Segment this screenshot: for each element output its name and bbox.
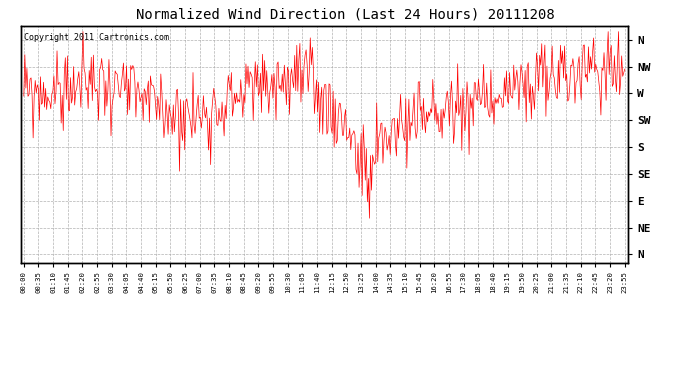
Text: Normalized Wind Direction (Last 24 Hours) 20111208: Normalized Wind Direction (Last 24 Hours… (136, 8, 554, 21)
Text: Copyright 2011 Cartronics.com: Copyright 2011 Cartronics.com (23, 33, 169, 42)
